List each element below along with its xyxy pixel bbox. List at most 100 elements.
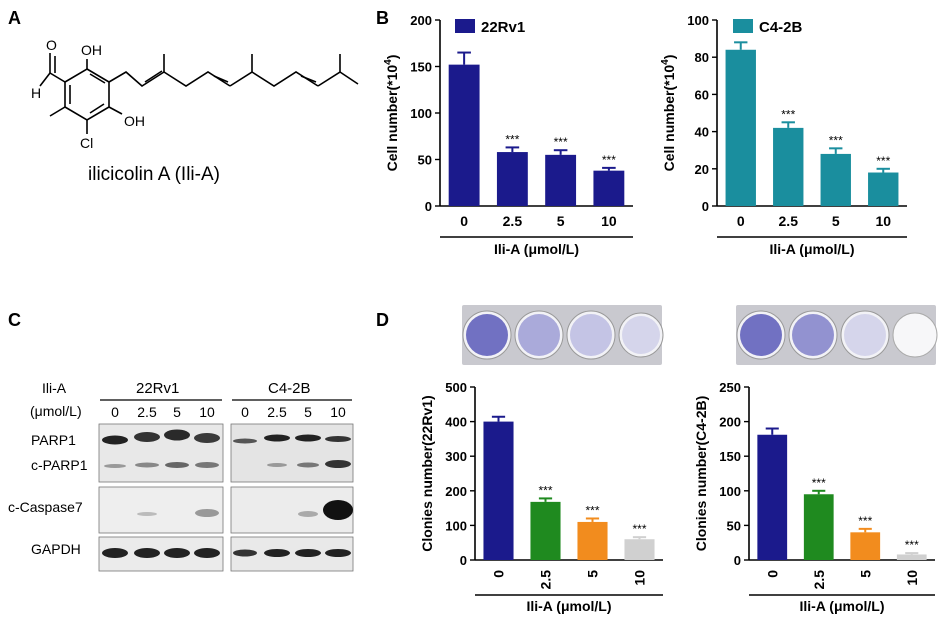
y-tick-label: 400 [445, 415, 467, 430]
y-axis-label-text: Cell number(*10 [661, 65, 677, 172]
atom-label-h: H [31, 85, 41, 101]
y-tick-label: 200 [410, 13, 432, 28]
y-tick-label: 40 [695, 125, 709, 140]
significance-mark: *** [812, 476, 826, 490]
x-tick-label: 10 [601, 213, 617, 229]
band-label-c-caspase7: c-Caspase7 [8, 499, 83, 515]
significance-mark: *** [829, 133, 843, 147]
y-axis-label: Cell number(*104) [383, 55, 400, 172]
bar-2.5 [773, 127, 804, 206]
significance-mark: *** [505, 132, 519, 146]
x-axis-label: Ili-A (μmol/L) [769, 241, 854, 257]
x-axis-label: Ili-A (μmol/L) [526, 598, 611, 614]
y-tick-label: 150 [410, 60, 432, 75]
significance-mark: *** [632, 522, 646, 536]
atom-label-cl: Cl [80, 135, 93, 151]
dose-label-c42b-2: 5 [304, 404, 312, 420]
legend-swatch [733, 19, 753, 33]
x-tick-label: 5 [832, 213, 840, 229]
band-label-gapdh: GAPDH [31, 541, 81, 557]
dose-label-22rv1-1: 2.5 [137, 404, 157, 420]
x-tick-label: 0 [460, 213, 468, 229]
bar-0 [483, 421, 514, 560]
dose-label-22rv1-3: 10 [199, 404, 215, 420]
y-axis-label-close: ) [661, 55, 677, 60]
y-tick-label: 200 [445, 484, 467, 499]
bar-5 [545, 154, 577, 206]
compound-name: ilicicolin A (Ili-A) [88, 164, 220, 185]
y-tick-label: 250 [719, 380, 741, 395]
y-tick-label: 0 [425, 199, 432, 214]
bar-10 [593, 170, 625, 206]
y-tick-label: 150 [719, 449, 741, 464]
dose-label-c42b-0: 0 [241, 404, 249, 420]
bar-10 [896, 554, 927, 560]
chart-clonies-22rv1: 0 100 200 300 400 500 0 *** 2.5 *** 5 *** 10 Ili-A (μ… [419, 380, 663, 614]
chart-cell-number-22rv1: 0 50 100 150 200 0 *** 2.5 *** 5 *** 10 Ili-A (μmol/… [383, 13, 633, 257]
y-axis-label-superscript: 4 [660, 59, 671, 65]
y-tick-label: 20 [695, 162, 709, 177]
panel-letter-a: A [8, 8, 21, 28]
y-tick-label: 0 [460, 553, 467, 568]
band-label-c-parp1: c-PARP1 [31, 457, 88, 473]
x-tick-label: 10 [632, 570, 648, 586]
y-tick-label: 0 [734, 553, 741, 568]
y-tick-label: 200 [719, 415, 741, 430]
y-tick-label: 100 [719, 484, 741, 499]
y-tick-label: 300 [445, 449, 467, 464]
bar-0 [448, 64, 480, 206]
y-axis-label-text: Cell number(*10 [384, 65, 400, 172]
x-tick-label: 0 [764, 570, 780, 578]
bar-10 [624, 539, 655, 560]
y-tick-label: 100 [445, 518, 467, 533]
x-tick-label: 0 [491, 570, 507, 578]
bar-5 [577, 521, 608, 560]
y-axis-label-close: ) [384, 55, 400, 60]
y-axis-label: Cell number(*104) [660, 55, 677, 172]
significance-mark: *** [781, 107, 795, 121]
x-tick-label: 10 [904, 570, 920, 586]
significance-mark: *** [538, 483, 552, 497]
y-tick-label: 100 [410, 106, 432, 121]
y-tick-label: 50 [727, 518, 741, 533]
treatment-label: Ili-A [42, 380, 67, 396]
y-axis-label-superscript: 4 [383, 59, 394, 65]
significance-mark: *** [585, 503, 599, 517]
bar-2.5 [530, 501, 561, 560]
y-axis-label: Clonies number(22Rv1) [419, 395, 435, 551]
x-tick-label: 2.5 [538, 570, 554, 590]
bar-5 [850, 532, 881, 560]
cell-line-c42b: C4-2B [268, 380, 311, 397]
unit-label: (μmol/L) [30, 403, 82, 419]
bar-10 [868, 172, 899, 206]
dose-label-c42b-1: 2.5 [267, 404, 287, 420]
cell-line-22rv1: 22Rv1 [136, 380, 179, 397]
panel-letter-d: D [376, 310, 389, 330]
x-axis-label: Ili-A (μmol/L) [799, 598, 884, 614]
x-tick-label: 5 [857, 570, 873, 578]
band-label-parp1: PARP1 [31, 432, 76, 448]
legend-label: C4-2B [759, 19, 803, 36]
bar-0 [725, 49, 756, 207]
panel-letter-b: B [376, 8, 389, 28]
y-tick-label: 500 [445, 380, 467, 395]
dose-label-22rv1-2: 5 [173, 404, 181, 420]
y-tick-label: 60 [695, 87, 709, 102]
y-tick-label: 100 [687, 13, 709, 28]
chart-cell-number-c42b: 0 20 40 60 80 100 0 *** 2.5 *** 5 *** 10 Ili-A (μmol/… [660, 13, 907, 257]
atom-label-o: O [46, 37, 57, 53]
significance-mark: *** [905, 538, 919, 552]
x-tick-label: 0 [737, 213, 745, 229]
colony-plate-image-c42b [736, 305, 938, 365]
dose-label-c42b-3: 10 [330, 404, 346, 420]
bar-2.5 [496, 152, 528, 206]
significance-mark: *** [876, 154, 890, 168]
legend-label: 22Rv1 [481, 19, 525, 36]
bar-0 [757, 434, 788, 560]
x-axis-label: Ili-A (μmol/L) [494, 241, 579, 257]
western-blot: Ili-A (μmol/L) 22Rv1 C4-2B 0 2.5 5 10 0 2.5 5 1… [8, 380, 354, 572]
dose-label-22rv1-0: 0 [111, 404, 119, 420]
x-tick-label: 2.5 [503, 213, 523, 229]
x-tick-label: 5 [557, 213, 565, 229]
